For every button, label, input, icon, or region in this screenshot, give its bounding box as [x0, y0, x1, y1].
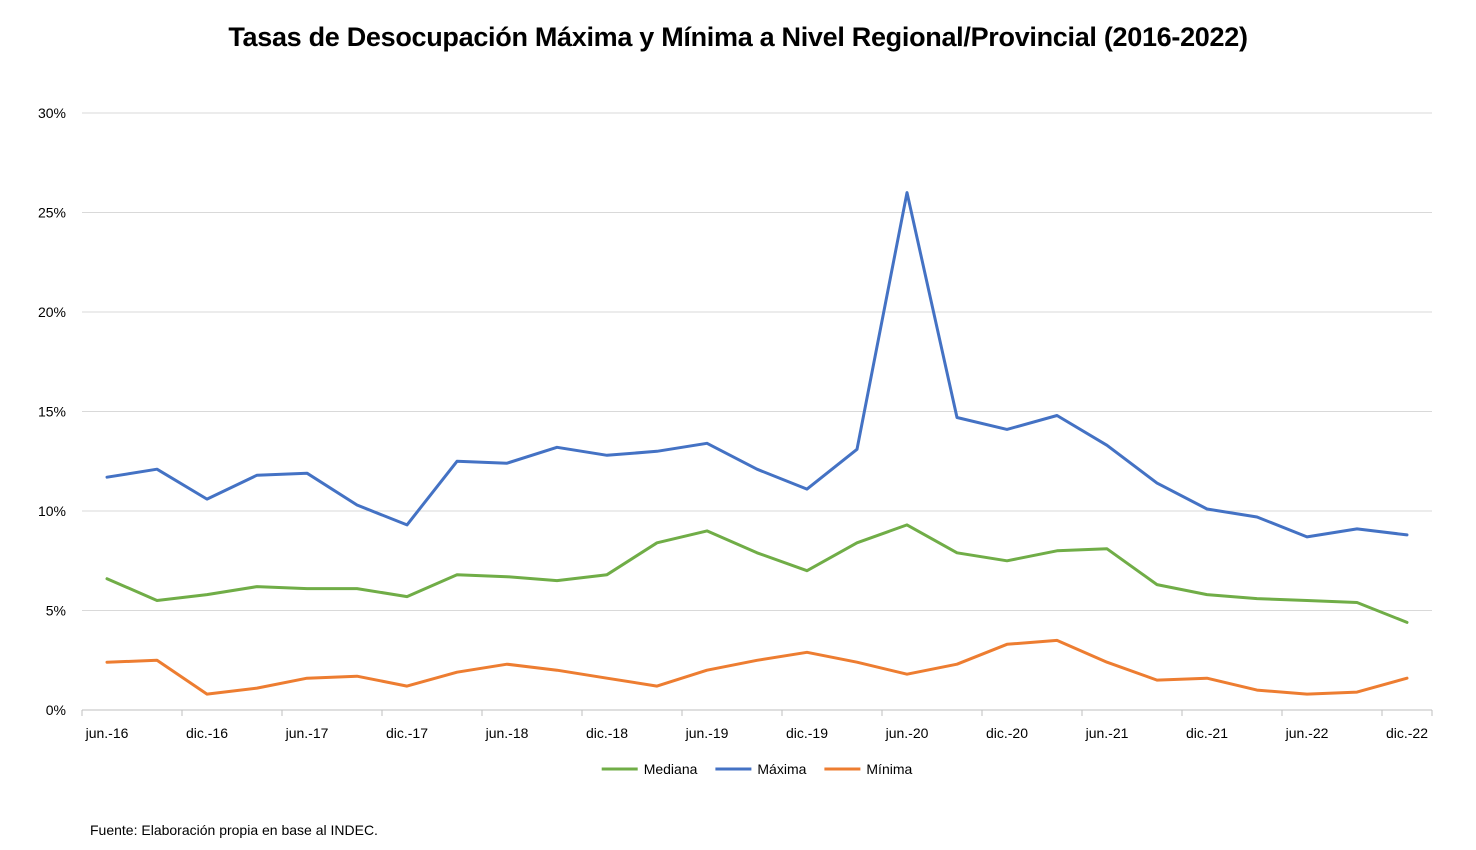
x-axis — [81, 709, 1433, 716]
y-tick-label: 20% — [38, 304, 66, 320]
y-tick-label: 25% — [38, 205, 66, 221]
series-line-maxima — [105, 191, 1409, 539]
y-tick-label: 30% — [38, 105, 66, 121]
x-tick-label: dic.-20 — [986, 725, 1028, 741]
legend: Mediana Máxima Mínima — [601, 761, 913, 777]
legend-label: Mínima — [866, 761, 912, 777]
legend-item-minima: Mínima — [824, 761, 913, 777]
x-tick-label: jun.-22 — [1285, 725, 1329, 741]
source-note: Fuente: Elaboración propia en base al IN… — [90, 822, 378, 838]
x-tick-label: dic.-22 — [1386, 725, 1428, 741]
legend-label: Mediana — [644, 761, 698, 777]
y-tick-label: 15% — [38, 404, 66, 420]
x-tick-label: jun.-19 — [685, 725, 729, 741]
x-tick-label: jun.-20 — [885, 725, 929, 741]
chart-title: Tasas de Desocupación Máxima y Mínima a … — [228, 22, 1248, 52]
x-tick-label: dic.-21 — [1186, 725, 1228, 741]
legend-item-maxima: Máxima — [715, 761, 807, 777]
y-tick-label: 10% — [38, 503, 66, 519]
gridlines — [82, 112, 1432, 611]
x-tick-label: dic.-17 — [386, 725, 428, 741]
legend-item-mediana: Mediana — [601, 761, 698, 777]
series-line-minima — [105, 638, 1409, 696]
x-tick-label: jun.-17 — [285, 725, 329, 741]
x-tick-label: dic.-19 — [786, 725, 828, 741]
series-line-mediana — [105, 523, 1409, 624]
x-tick-label: dic.-16 — [186, 725, 228, 741]
x-tick-label: dic.-18 — [586, 725, 628, 741]
x-tick-label: jun.-16 — [85, 725, 129, 741]
x-tick-label: jun.-18 — [485, 725, 529, 741]
x-axis-tick-labels: jun.-16 dic.-16 jun.-17 dic.-17 jun.-18 dic.-… — [85, 725, 1429, 741]
y-axis-tick-labels: 0% 5% 10% 15% 20% 25% 30% — [38, 105, 66, 718]
legend-label: Máxima — [757, 761, 806, 777]
y-tick-label: 5% — [46, 603, 66, 619]
series-lines — [105, 191, 1409, 696]
x-tick-label: jun.-21 — [1085, 725, 1129, 741]
y-tick-label: 0% — [46, 702, 66, 718]
